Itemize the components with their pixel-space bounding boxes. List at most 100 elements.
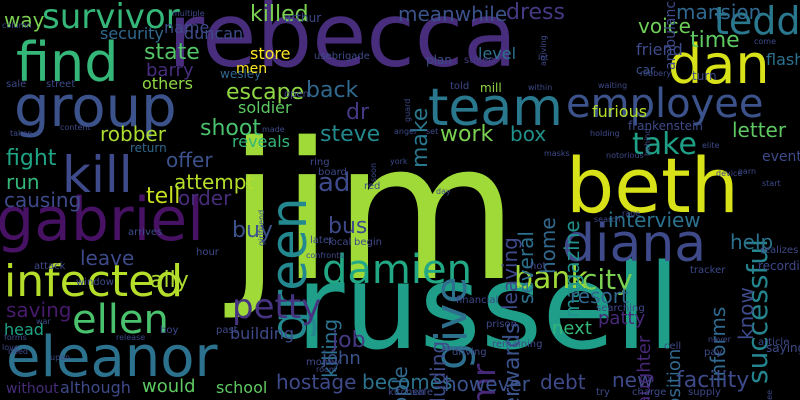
word-ellen: ellen xyxy=(72,297,169,343)
word-however: however xyxy=(444,372,530,396)
word-red: red xyxy=(364,181,381,192)
word-release: release xyxy=(116,333,146,342)
word-room: room xyxy=(316,365,337,374)
word-friend: friend xyxy=(636,40,683,59)
word-street: street xyxy=(46,79,76,90)
word-hot: hot xyxy=(530,261,547,272)
word-usebrigade: usebrigade xyxy=(314,51,370,62)
word-see: see xyxy=(765,389,774,400)
word-men: men xyxy=(236,61,268,77)
word-robbery: robbery xyxy=(640,69,672,78)
word-russell: russell xyxy=(296,238,681,376)
word-recording: recording xyxy=(758,259,800,273)
word-elite: elite xyxy=(702,141,720,150)
word-voice: voice xyxy=(638,14,691,38)
word-store: store xyxy=(250,44,291,63)
word-eleanor: eleanor xyxy=(6,325,218,390)
word-lot: lot xyxy=(538,53,549,62)
word-masks: masks xyxy=(544,149,570,158)
word-patty: patty xyxy=(598,308,646,329)
word-holding: holding xyxy=(590,129,620,138)
word-charge: charge xyxy=(632,387,667,398)
word-school: school xyxy=(216,378,268,397)
word-order: order xyxy=(178,186,232,210)
word-damien: damien xyxy=(322,247,472,293)
word-wesley: wesley xyxy=(220,67,262,81)
word-ambulance: ambulance xyxy=(663,0,679,70)
word-name: name xyxy=(164,18,210,37)
word-although: although xyxy=(60,378,131,397)
word-bank: bank xyxy=(514,261,588,296)
word-find: find xyxy=(16,31,119,94)
word-financial: financial xyxy=(456,295,499,306)
word-employee: employee xyxy=(566,81,764,127)
word-girlfriend: girlfriend xyxy=(257,209,266,246)
word-made: made xyxy=(262,125,285,134)
word-leave: leave xyxy=(80,246,135,270)
word-becomes: becomes xyxy=(362,370,453,394)
word-tell: tell xyxy=(146,184,181,209)
word-content: content xyxy=(60,123,91,132)
word-time: time xyxy=(690,28,740,53)
word-dr: dr xyxy=(346,100,370,125)
word-soldier: soldier xyxy=(238,98,292,117)
word-others: others xyxy=(142,74,193,93)
word-state: state xyxy=(144,40,200,65)
word-tracker: tracker xyxy=(690,265,726,276)
word-told: told xyxy=(450,81,470,92)
word-hostage: hostage xyxy=(276,370,357,394)
word-safe: safe xyxy=(412,387,434,398)
word-upon: upon xyxy=(50,353,71,362)
word-waiting: waiting xyxy=(598,81,628,90)
word-ring: ring xyxy=(310,157,330,168)
word-past: past xyxy=(216,325,238,336)
word-day: day xyxy=(436,187,451,196)
word-without: without xyxy=(6,381,59,397)
word-rebecca: rebecca xyxy=(168,0,518,87)
word-offer: offer xyxy=(166,148,213,172)
word-arrives: arrives xyxy=(128,227,163,238)
word-bus: bus xyxy=(328,214,368,239)
word-run: run xyxy=(6,170,40,194)
word-prison: prison xyxy=(486,319,517,330)
word-forms: forms xyxy=(4,333,27,342)
word-within: within xyxy=(528,83,553,92)
word-meanwhile: meanwhile xyxy=(398,2,508,26)
word-remaining: remaining xyxy=(492,339,543,350)
word-eventually: eventually xyxy=(762,149,800,165)
word-guard: guard xyxy=(403,98,412,122)
word-notorious: notorious xyxy=(606,151,644,160)
word-teddy: teddy xyxy=(714,0,800,43)
word-driving: driving xyxy=(452,347,487,358)
word-john: john xyxy=(322,348,361,369)
word-take: take xyxy=(632,127,697,162)
word-taken: taken xyxy=(10,129,33,138)
word-frankenstein: frankenstein xyxy=(628,119,703,133)
word-beth: beth xyxy=(566,141,739,230)
word-help: help xyxy=(730,230,774,254)
word-city: city xyxy=(582,263,633,296)
word-open: open xyxy=(284,89,309,100)
word-turn: turn xyxy=(692,69,717,83)
word-work: work xyxy=(440,122,494,147)
word-kill: kill xyxy=(62,146,133,204)
word-flash: flash xyxy=(766,50,800,69)
word-arthur: arthur xyxy=(284,11,322,25)
word-board: board xyxy=(318,167,347,178)
word-hour: hour xyxy=(196,247,219,258)
word-begin: begin xyxy=(354,237,382,248)
word-cell: cell xyxy=(664,341,682,352)
word-box: box xyxy=(510,122,547,146)
word-letter: letter xyxy=(732,118,787,142)
word-anger: anger xyxy=(394,127,418,136)
word-leaving: leaving xyxy=(498,237,522,310)
word-next: next xyxy=(552,318,592,339)
word-survivor: survivor xyxy=(42,0,180,37)
word-supply: supply xyxy=(688,387,721,398)
word-try: try xyxy=(596,387,610,398)
word-local: local xyxy=(328,237,352,248)
word-saying: saying xyxy=(766,341,800,355)
word-back: back xyxy=(306,78,359,103)
word-come: come xyxy=(754,37,777,46)
word-infected: infected xyxy=(4,256,184,307)
